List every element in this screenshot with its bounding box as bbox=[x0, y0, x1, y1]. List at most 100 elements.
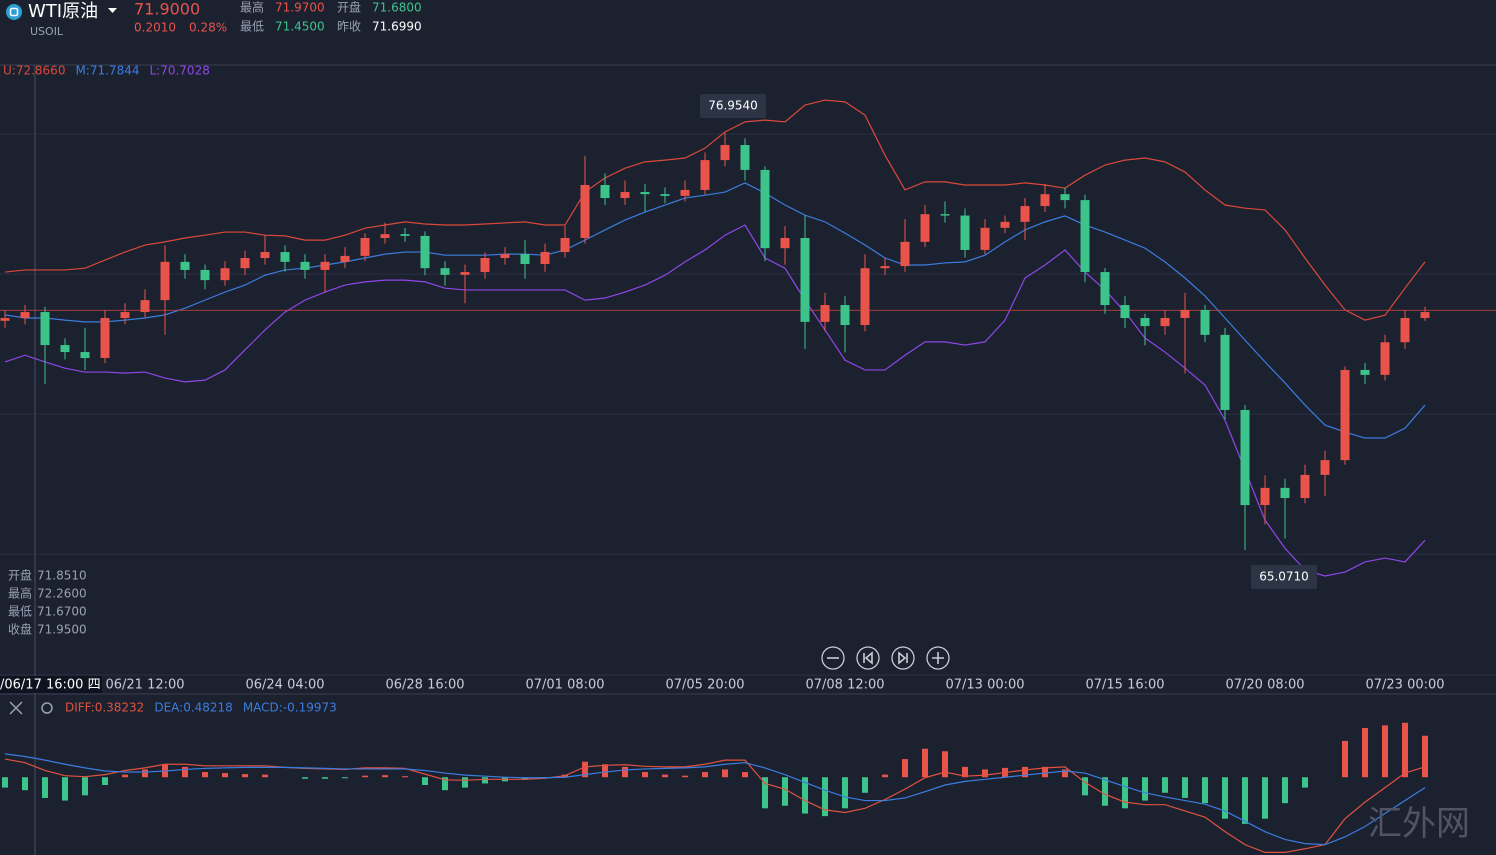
annotation-box bbox=[700, 93, 766, 118]
macd-bar bbox=[742, 772, 748, 778]
candle-body bbox=[1000, 221, 1010, 228]
stat-label: 昨收 bbox=[337, 20, 361, 34]
macd-bar bbox=[482, 777, 488, 784]
macd-bar bbox=[802, 777, 808, 814]
candle-body bbox=[940, 214, 950, 216]
candle-body bbox=[340, 255, 350, 262]
macd-bar bbox=[202, 772, 208, 778]
candle-body bbox=[560, 238, 570, 253]
macd-bar bbox=[142, 769, 148, 778]
macd-bar bbox=[302, 777, 308, 779]
candle-body bbox=[20, 312, 30, 319]
candle-body bbox=[1100, 272, 1110, 306]
ohlc-label: 收盘 bbox=[8, 622, 32, 637]
candle-body bbox=[0, 318, 10, 321]
annotation-box bbox=[1251, 564, 1317, 589]
candle-body bbox=[320, 261, 330, 270]
candle-body bbox=[960, 215, 970, 250]
band-line bbox=[4, 99, 1426, 321]
band-line bbox=[4, 182, 1426, 439]
candle-body bbox=[1240, 409, 1250, 506]
candle-body bbox=[80, 352, 90, 359]
macd-bar bbox=[1402, 722, 1408, 778]
candle-body bbox=[880, 266, 890, 269]
candle-body bbox=[1380, 342, 1390, 375]
macd-bar bbox=[1182, 777, 1188, 798]
candle-body bbox=[300, 261, 310, 270]
ohlc-label: 最高 bbox=[8, 586, 32, 601]
candle-body bbox=[660, 194, 670, 196]
x-tick-label: 07/13 00:00 bbox=[945, 678, 1024, 693]
candle-body bbox=[720, 145, 730, 161]
candle-body bbox=[40, 312, 50, 346]
macd-bar bbox=[22, 777, 28, 791]
macd-line bbox=[4, 758, 1426, 854]
macd-bar bbox=[1242, 777, 1248, 824]
macd-bar bbox=[782, 777, 788, 806]
candle-body bbox=[220, 268, 230, 281]
macd-bar bbox=[862, 777, 868, 793]
macd-bar bbox=[1062, 769, 1068, 778]
indicator-settings[interactable] bbox=[41, 702, 53, 714]
candle-body bbox=[920, 214, 930, 242]
symbol-dropdown[interactable] bbox=[108, 8, 117, 13]
macd-bar bbox=[1042, 766, 1048, 778]
x-tick-label: 06/28 16:00 bbox=[385, 678, 464, 693]
candle-body bbox=[380, 234, 390, 239]
macd-bar bbox=[682, 775, 688, 778]
legend-entry: U:72.8660 bbox=[3, 64, 65, 78]
macd-bar bbox=[342, 777, 348, 779]
macd-bar bbox=[1122, 777, 1128, 809]
candle-body bbox=[840, 305, 850, 326]
candle-body bbox=[120, 312, 130, 319]
macd-bar bbox=[1022, 766, 1028, 778]
macd-bar bbox=[242, 774, 248, 778]
legend-entry: M:71.7844 bbox=[75, 64, 139, 78]
macd-bar bbox=[122, 774, 128, 778]
macd-bar bbox=[402, 776, 408, 778]
macd-bar bbox=[982, 769, 988, 778]
macd-bar bbox=[1202, 777, 1208, 804]
watermark: 汇外网 bbox=[1368, 804, 1470, 844]
macd-line bbox=[4, 753, 1426, 846]
candle-body bbox=[680, 189, 690, 196]
macd-bar bbox=[2, 777, 8, 788]
macd-bar bbox=[622, 766, 628, 778]
stat-label: 最低 bbox=[240, 20, 264, 34]
macd-bar bbox=[522, 777, 528, 780]
candle-body bbox=[1400, 318, 1410, 343]
stat-value: 71.4500 bbox=[275, 20, 325, 34]
macd-bar bbox=[62, 777, 68, 801]
macd-bar bbox=[842, 777, 848, 809]
candle-body bbox=[200, 269, 210, 281]
macd-bar bbox=[42, 777, 48, 798]
ohlc-label: 最低 bbox=[8, 605, 32, 619]
scroll-end-button[interactable] bbox=[891, 646, 915, 670]
candle-body bbox=[600, 185, 610, 199]
close-indicator[interactable] bbox=[9, 701, 23, 715]
ohlc-label: 开盘 bbox=[8, 568, 32, 583]
macd-bar bbox=[822, 777, 828, 817]
zoom-in-button[interactable] bbox=[926, 646, 950, 670]
macd-bar bbox=[1362, 727, 1368, 778]
candle-body bbox=[440, 268, 450, 275]
scroll-start-button[interactable] bbox=[856, 646, 880, 670]
macd-bar bbox=[1262, 777, 1268, 819]
x-tick-label: 07/23 00:00 bbox=[1365, 678, 1444, 693]
candle-body bbox=[980, 227, 990, 250]
symbol-name[interactable]: WTI原油 bbox=[28, 1, 98, 22]
macd-bar bbox=[82, 777, 88, 796]
x-tick-label: 07/01 08:00 bbox=[525, 678, 604, 693]
candle-body bbox=[640, 192, 650, 195]
x-tick-label: 06/24 04:00 bbox=[245, 678, 324, 693]
candle-body bbox=[860, 268, 870, 326]
candle-body bbox=[1280, 487, 1290, 499]
candle-body bbox=[900, 241, 910, 267]
zoom-out-button[interactable] bbox=[821, 646, 845, 670]
crosshair-box bbox=[0, 676, 102, 693]
macd-bar bbox=[602, 764, 608, 778]
macd-bar bbox=[1282, 777, 1288, 804]
candle-body bbox=[160, 261, 170, 301]
x-tick-label: 07/20 08:00 bbox=[1225, 678, 1304, 693]
